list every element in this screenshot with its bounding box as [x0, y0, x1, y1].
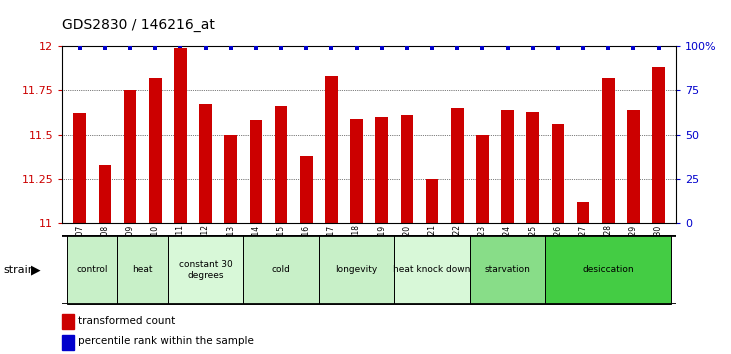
Point: [74, 45, 86, 51]
Bar: [526, 112, 539, 223]
Point: [325, 45, 337, 51]
Bar: [376, 117, 388, 223]
Bar: [200, 104, 212, 223]
Point: [175, 43, 186, 49]
Point: [653, 45, 664, 51]
Point: [552, 45, 564, 51]
Bar: [627, 110, 640, 223]
Bar: [470, 235, 545, 304]
Bar: [249, 120, 262, 223]
Bar: [174, 48, 186, 223]
Bar: [545, 235, 671, 304]
Bar: [149, 78, 162, 223]
Bar: [275, 106, 287, 223]
Bar: [652, 67, 665, 223]
Bar: [552, 124, 564, 223]
Text: control: control: [77, 266, 108, 274]
Point: [250, 45, 262, 51]
Bar: [67, 235, 118, 304]
Point: [376, 45, 387, 51]
Bar: [319, 235, 394, 304]
Bar: [62, 314, 74, 329]
Bar: [476, 135, 489, 223]
Bar: [394, 235, 470, 304]
Bar: [62, 335, 74, 350]
Bar: [401, 115, 413, 223]
Bar: [168, 235, 243, 304]
Bar: [501, 110, 514, 223]
Bar: [73, 113, 86, 223]
Bar: [118, 235, 168, 304]
Point: [527, 45, 539, 51]
Point: [276, 45, 287, 51]
Bar: [577, 202, 589, 223]
Bar: [300, 156, 313, 223]
Point: [602, 45, 614, 51]
Point: [426, 45, 438, 51]
Point: [451, 45, 463, 51]
Point: [627, 45, 639, 51]
Text: longevity: longevity: [336, 266, 378, 274]
Text: GDS2830 / 146216_at: GDS2830 / 146216_at: [62, 18, 215, 32]
Point: [577, 45, 589, 51]
Text: starvation: starvation: [485, 266, 531, 274]
Point: [351, 45, 363, 51]
Bar: [99, 165, 111, 223]
Point: [99, 45, 111, 51]
Point: [149, 45, 161, 51]
Bar: [224, 135, 237, 223]
Point: [225, 45, 237, 51]
Bar: [425, 179, 439, 223]
Point: [477, 45, 488, 51]
Point: [300, 45, 312, 51]
Text: heat: heat: [132, 266, 153, 274]
Bar: [451, 108, 463, 223]
Text: ▶: ▶: [31, 263, 40, 276]
Text: cold: cold: [272, 266, 290, 274]
Text: constant 30
degrees: constant 30 degrees: [178, 260, 232, 280]
Bar: [243, 235, 319, 304]
Bar: [602, 78, 615, 223]
Text: transformed count: transformed count: [78, 316, 175, 326]
Text: desiccation: desiccation: [583, 266, 634, 274]
Text: strain: strain: [4, 265, 36, 275]
Text: heat knock down: heat knock down: [393, 266, 471, 274]
Point: [200, 45, 211, 51]
Point: [401, 45, 413, 51]
Bar: [124, 90, 137, 223]
Point: [124, 45, 136, 51]
Bar: [350, 119, 363, 223]
Bar: [325, 76, 338, 223]
Point: [501, 45, 513, 51]
Text: percentile rank within the sample: percentile rank within the sample: [78, 336, 254, 346]
